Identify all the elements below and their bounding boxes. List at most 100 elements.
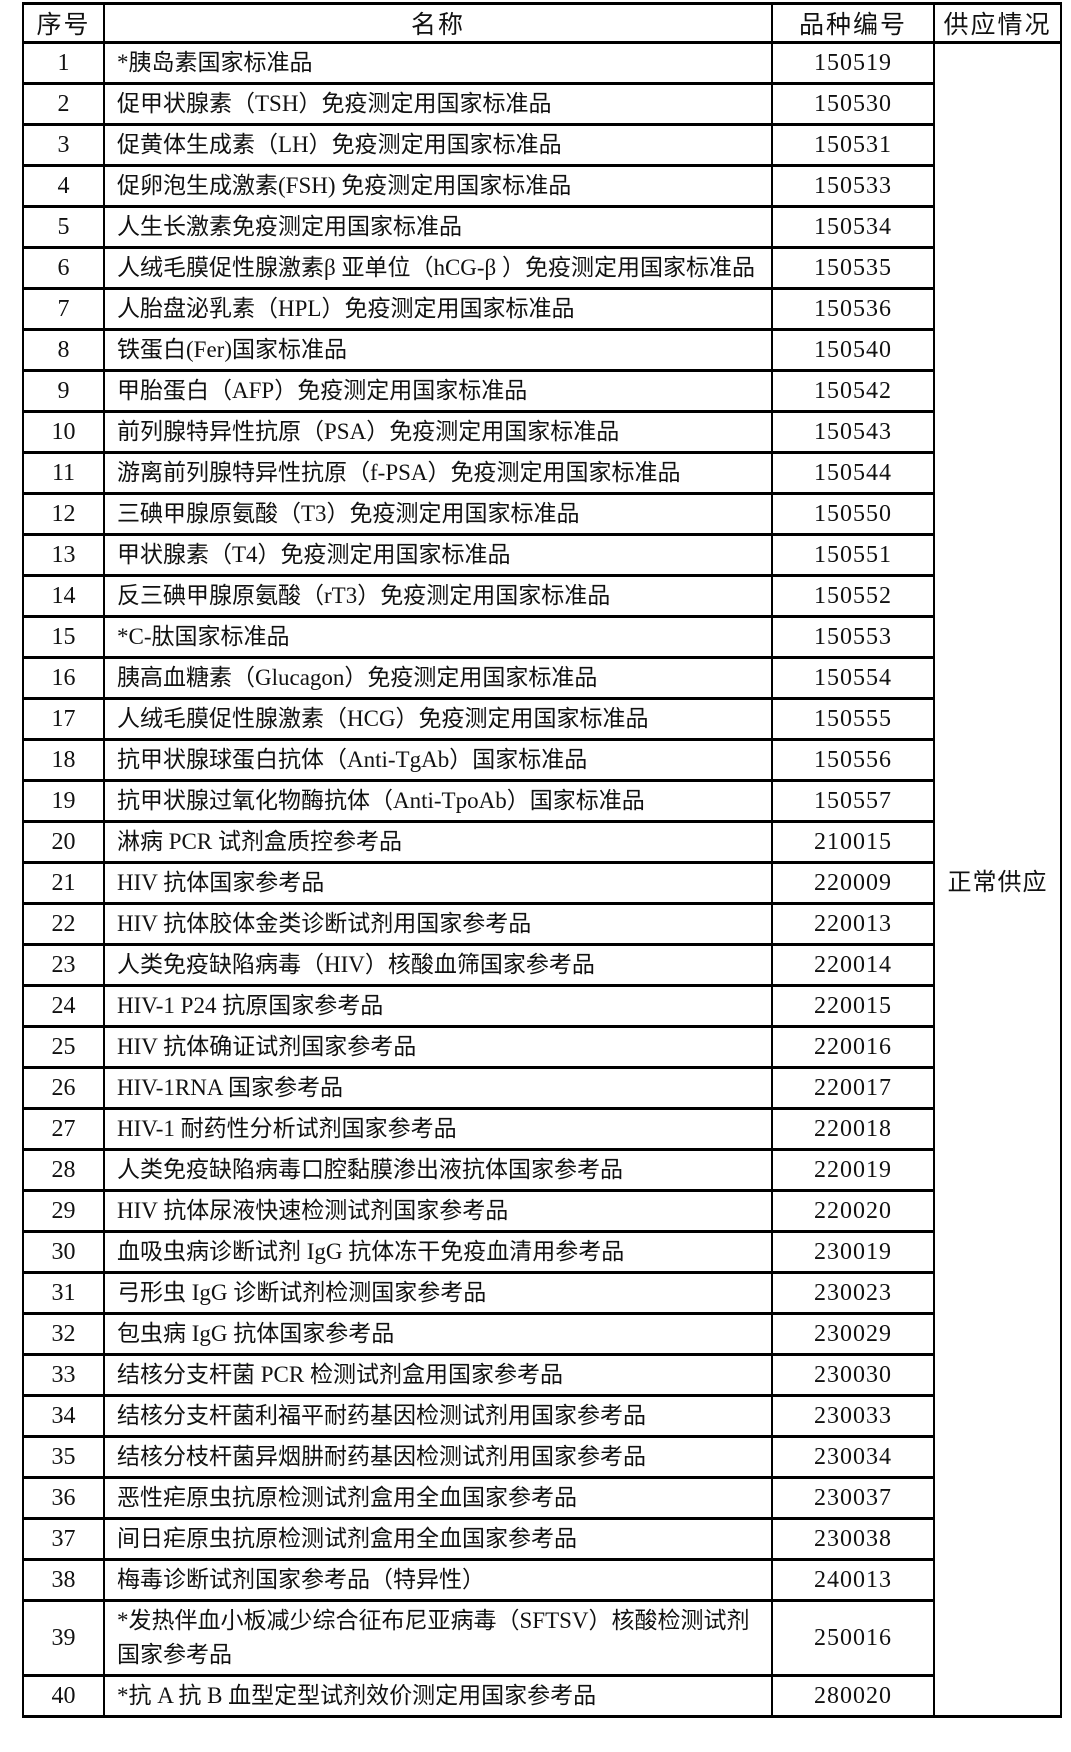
table-row: 18 抗甲状腺球蛋白抗体（Anti-TgAb）国家标准品 150556: [22, 738, 1061, 782]
col-header-serial-number: 序号: [22, 2, 105, 44]
product-code-cell: 220017: [771, 1066, 935, 1110]
product-name-cell: 血吸虫病诊断试剂 IgG 抗体冻干免疫血清用参考品: [103, 1230, 773, 1274]
product-code-cell: 150555: [771, 697, 935, 741]
product-name-cell: 人类免疫缺陷病毒（HIV）核酸血筛国家参考品: [103, 943, 773, 987]
supply-status-cell: 正常供应: [933, 41, 1062, 1718]
product-code-cell: 150550: [771, 492, 935, 536]
product-name-cell: 结核分支杆菌利福平耐药基因检测试剂用国家参考品: [103, 1394, 773, 1438]
product-name-cell: *抗 A 抗 B 血型定型试剂效价测定用国家参考品: [103, 1674, 773, 1718]
table-row: 9 甲胎蛋白（AFP）免疫测定用国家标准品 150542: [22, 369, 1061, 413]
serial-number-cell: 4: [22, 164, 105, 208]
serial-number-cell: 12: [22, 492, 105, 536]
serial-number-cell: 35: [22, 1435, 105, 1479]
table-row: 24 HIV-1 P24 抗原国家参考品 220015: [22, 984, 1061, 1028]
product-name-cell: 淋病 PCR 试剂盒质控参考品: [103, 820, 773, 864]
serial-number-cell: 31: [22, 1271, 105, 1315]
product-name-cell: *发热伴血小板减少综合征布尼亚病毒（SFTSV）核酸检测试剂国家参考品: [103, 1599, 773, 1677]
product-code-cell: 150533: [771, 164, 935, 208]
serial-number-cell: 15: [22, 615, 105, 659]
product-name-cell: 弓形虫 IgG 诊断试剂检测国家参考品: [103, 1271, 773, 1315]
product-name-cell: 人绒毛膜促性腺激素（HCG）免疫测定用国家标准品: [103, 697, 773, 741]
product-code-cell: 230033: [771, 1394, 935, 1438]
product-code-cell: 220018: [771, 1107, 935, 1151]
product-code-cell: 280020: [771, 1674, 935, 1718]
table-row: 20 淋病 PCR 试剂盒质控参考品 210015: [22, 820, 1061, 864]
product-name-cell: *胰岛素国家标准品: [103, 41, 773, 85]
table-row: 31 弓形虫 IgG 诊断试剂检测国家参考品 230023: [22, 1271, 1061, 1315]
product-name-cell: 反三碘甲腺原氨酸（rT3）免疫测定用国家标准品: [103, 574, 773, 618]
product-name-cell: 包虫病 IgG 抗体国家参考品: [103, 1312, 773, 1356]
table-header: 序号 名称 品种编号 供应情况: [22, 2, 1062, 44]
serial-number-cell: 6: [22, 246, 105, 290]
serial-number-cell: 23: [22, 943, 105, 987]
serial-number-cell: 37: [22, 1517, 105, 1561]
table-row: 33 结核分支杆菌 PCR 检测试剂盒用国家参考品 230030: [22, 1353, 1061, 1397]
product-code-cell: 150530: [771, 82, 935, 126]
product-name-cell: 促甲状腺素（TSH）免疫测定用国家标准品: [103, 82, 773, 126]
product-code-cell: 150531: [771, 123, 935, 167]
product-code-cell: 220013: [771, 902, 935, 946]
product-name-cell: 铁蛋白(Fer)国家标准品: [103, 328, 773, 372]
serial-number-cell: 14: [22, 574, 105, 618]
serial-number-cell: 27: [22, 1107, 105, 1151]
product-name-cell: HIV-1 P24 抗原国家参考品: [103, 984, 773, 1028]
table-row: 39 *发热伴血小板减少综合征布尼亚病毒（SFTSV）核酸检测试剂国家参考品 250…: [22, 1599, 1061, 1677]
serial-number-cell: 30: [22, 1230, 105, 1274]
serial-number-cell: 25: [22, 1025, 105, 1069]
product-name-cell: *C-肽国家标准品: [103, 615, 773, 659]
table-row: 15 *C-肽国家标准品 150553: [22, 615, 1061, 659]
table-row: 11 游离前列腺特异性抗原（f-PSA）免疫测定用国家标准品 150544: [22, 451, 1061, 495]
serial-number-cell: 33: [22, 1353, 105, 1397]
product-code-cell: 150553: [771, 615, 935, 659]
product-name-cell: 抗甲状腺球蛋白抗体（Anti-TgAb）国家标准品: [103, 738, 773, 782]
table-row: 29 HIV 抗体尿液快速检测试剂国家参考品 220020: [22, 1189, 1061, 1233]
product-name-cell: 抗甲状腺过氧化物酶抗体（Anti-TpoAb）国家标准品: [103, 779, 773, 823]
table-row: 21 HIV 抗体国家参考品 220009: [22, 861, 1061, 905]
serial-number-cell: 34: [22, 1394, 105, 1438]
product-name-cell: 三碘甲腺原氨酸（T3）免疫测定用国家标准品: [103, 492, 773, 536]
serial-number-cell: 24: [22, 984, 105, 1028]
serial-number-cell: 16: [22, 656, 105, 700]
product-code-cell: 150543: [771, 410, 935, 454]
table-row: 17 人绒毛膜促性腺激素（HCG）免疫测定用国家标准品 150555: [22, 697, 1061, 741]
product-code-cell: 230023: [771, 1271, 935, 1315]
table-row: 16 胰高血糖素（Glucagon）免疫测定用国家标准品 150554: [22, 656, 1061, 700]
product-name-cell: 间日疟原虫抗原检测试剂盒用全血国家参考品: [103, 1517, 773, 1561]
product-code-cell: 230019: [771, 1230, 935, 1274]
product-code-cell: 150540: [771, 328, 935, 372]
table-row: 2 促甲状腺素（TSH）免疫测定用国家标准品 150530: [22, 82, 1061, 126]
product-name-cell: HIV-1 耐药性分析试剂国家参考品: [103, 1107, 773, 1151]
table-row: 10 前列腺特异性抗原（PSA）免疫测定用国家标准品 150543: [22, 410, 1061, 454]
serial-number-cell: 7: [22, 287, 105, 331]
serial-number-cell: 40: [22, 1674, 105, 1718]
table-row: 19 抗甲状腺过氧化物酶抗体（Anti-TpoAb）国家标准品 150557: [22, 779, 1061, 823]
serial-number-cell: 38: [22, 1558, 105, 1602]
table-row: 38 梅毒诊断试剂国家参考品（特异性） 240013: [22, 1558, 1061, 1602]
product-code-cell: 150552: [771, 574, 935, 618]
table-row: 12 三碘甲腺原氨酸（T3）免疫测定用国家标准品 150550: [22, 492, 1061, 536]
table-row: 3 促黄体生成素（LH）免疫测定用国家标准品 150531: [22, 123, 1061, 167]
serial-number-cell: 3: [22, 123, 105, 167]
serial-number-cell: 10: [22, 410, 105, 454]
product-name-cell: 人胎盘泌乳素（HPL）免疫测定用国家标准品: [103, 287, 773, 331]
product-code-cell: 230030: [771, 1353, 935, 1397]
product-code-cell: 250016: [771, 1599, 935, 1677]
serial-number-cell: 1: [22, 41, 105, 85]
products-table: 序号 名称 品种编号 供应情况 1 *胰岛素国家标准品 150519 正常供应 2 促甲状…: [22, 2, 1062, 1718]
table-row: 30 血吸虫病诊断试剂 IgG 抗体冻干免疫血清用参考品 230019: [22, 1230, 1061, 1274]
header-row: 序号 名称 品种编号 供应情况: [22, 2, 1062, 44]
serial-number-cell: 26: [22, 1066, 105, 1110]
product-name-cell: HIV 抗体确证试剂国家参考品: [103, 1025, 773, 1069]
serial-number-cell: 11: [22, 451, 105, 495]
product-name-cell: 游离前列腺特异性抗原（f-PSA）免疫测定用国家标准品: [103, 451, 773, 495]
product-name-cell: 结核分支杆菌 PCR 检测试剂盒用国家参考品: [103, 1353, 773, 1397]
serial-number-cell: 18: [22, 738, 105, 782]
product-name-cell: 结核分枝杆菌异烟肼耐药基因检测试剂用国家参考品: [103, 1435, 773, 1479]
product-name-cell: 促卵泡生成激素(FSH) 免疫测定用国家标准品: [103, 164, 773, 208]
product-code-cell: 220016: [771, 1025, 935, 1069]
product-code-cell: 230029: [771, 1312, 935, 1356]
product-code-cell: 210015: [771, 820, 935, 864]
table-row: 27 HIV-1 耐药性分析试剂国家参考品 220018: [22, 1107, 1061, 1151]
serial-number-cell: 17: [22, 697, 105, 741]
